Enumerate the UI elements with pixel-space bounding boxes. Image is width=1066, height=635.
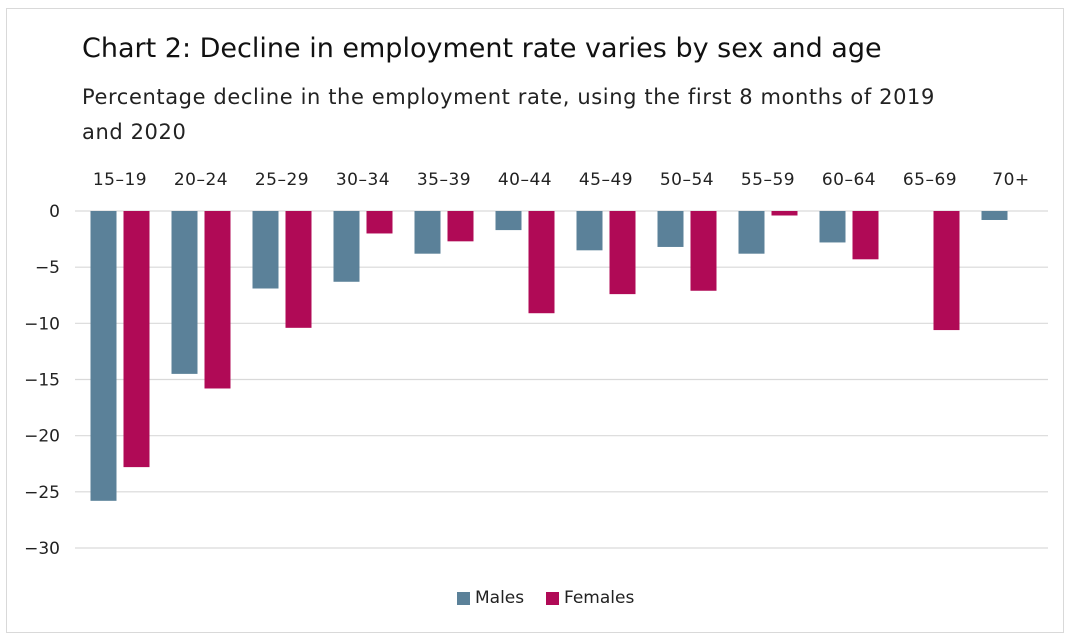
x-tick-label: 45–49 — [579, 170, 633, 190]
x-tick-label: 35–39 — [417, 170, 471, 190]
bar-females-25–29 — [285, 211, 312, 328]
y-tick-label: −10 — [24, 314, 60, 334]
bar-males-60–64 — [819, 211, 846, 243]
y-tick-label: −5 — [35, 258, 60, 278]
chart-subtitle: Percentage decline in the employment rat… — [82, 85, 935, 144]
x-tick-label: 30–34 — [336, 170, 390, 190]
bar-males-55–59 — [738, 211, 765, 254]
legend-swatch-males — [457, 592, 470, 605]
bar-males-45–49 — [576, 211, 603, 251]
y-tick-label: −20 — [24, 427, 60, 447]
bar-females-35–39 — [447, 211, 474, 242]
bar-males-50–54 — [657, 211, 684, 247]
bar-females-40–44 — [528, 211, 555, 314]
y-tick-label: −25 — [24, 483, 60, 503]
bar-males-20–24 — [171, 211, 198, 374]
bar-males-40–44 — [495, 211, 522, 231]
bar-females-65–69 — [933, 211, 960, 331]
x-tick-label: 60–64 — [822, 170, 876, 190]
bar-females-60–64 — [852, 211, 879, 260]
y-tick-label: −30 — [24, 539, 60, 559]
bar-females-20–24 — [204, 211, 231, 389]
bar-females-55–59 — [771, 211, 798, 216]
x-axis-labels: 15–19 20–24 25–29 30–34 35–39 40–44 45–49 50–54… — [93, 170, 1029, 190]
x-tick-label: 50–54 — [660, 170, 714, 190]
y-tick-label: 0 — [49, 202, 60, 222]
legend: Males Females — [457, 588, 634, 608]
x-tick-label: 40–44 — [498, 170, 552, 190]
bar-males-70+ — [981, 211, 1008, 220]
y-tick-label: −15 — [24, 371, 60, 391]
y-axis-labels: 0 −5 −10 −15 −20 −25 −30 — [24, 202, 60, 559]
chart-title: Chart 2: Decline in employment rate vari… — [82, 33, 882, 64]
x-tick-label: 25–29 — [255, 170, 309, 190]
bar-males-25–29 — [252, 211, 279, 289]
bar-males-35–39 — [414, 211, 441, 254]
legend-label-females: Females — [564, 588, 634, 608]
bar-females-45–49 — [609, 211, 636, 295]
bar-females-50–54 — [690, 211, 717, 291]
bar-males-30–34 — [333, 211, 360, 282]
x-tick-label: 20–24 — [174, 170, 228, 190]
legend-swatch-females — [546, 592, 559, 605]
gridlines — [75, 210, 1048, 549]
bar-males-15–19 — [90, 211, 117, 501]
x-tick-label: 55–59 — [741, 170, 795, 190]
legend-label-males: Males — [475, 588, 524, 608]
bar-females-15–19 — [123, 211, 150, 468]
bars — [90, 211, 1008, 501]
x-tick-label: 70+ — [992, 170, 1029, 190]
bar-females-30–34 — [366, 211, 393, 234]
x-tick-label: 65–69 — [903, 170, 957, 190]
x-tick-label: 15–19 — [93, 170, 147, 190]
